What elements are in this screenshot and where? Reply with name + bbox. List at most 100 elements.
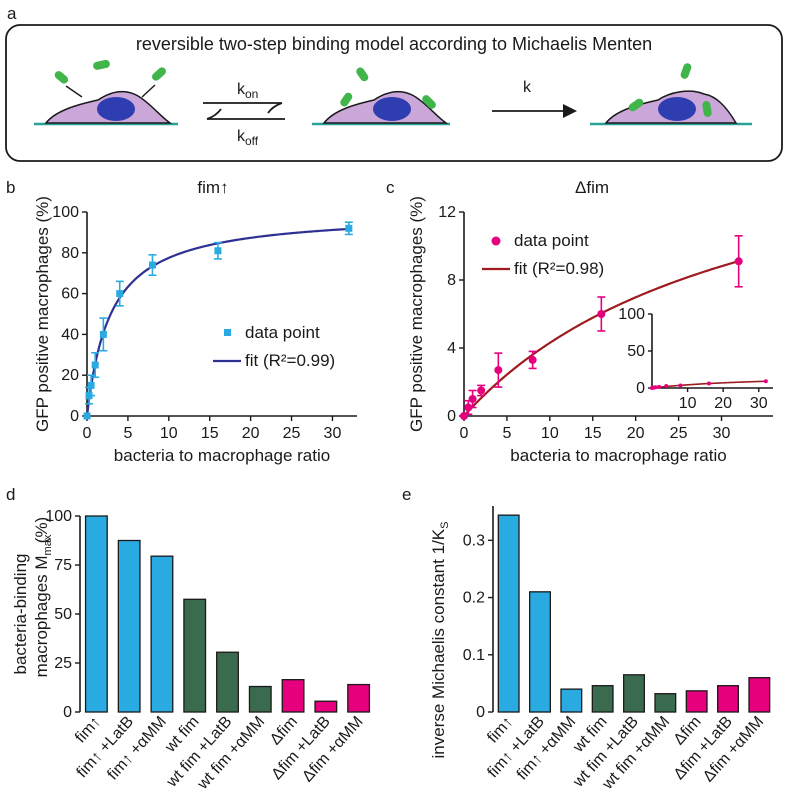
data-point — [148, 261, 156, 269]
y-tick-label: 0.3 — [463, 532, 485, 549]
y-axis-label: inverse Michaelis constant 1/KS — [429, 522, 451, 759]
chart-title: fim↑ — [197, 178, 228, 197]
bacterium — [340, 92, 353, 107]
y-tick-label: 60 — [61, 286, 79, 303]
legend-data-label: data point — [245, 323, 320, 342]
data-point — [477, 386, 486, 395]
bar — [591, 685, 614, 713]
data-point — [116, 290, 124, 298]
data-point — [91, 361, 99, 369]
bar — [216, 651, 239, 713]
macrophage-cell-internalized — [590, 63, 752, 126]
x-tick-label: 5 — [502, 425, 511, 442]
bar — [183, 598, 207, 713]
data-point — [87, 381, 95, 389]
data-point — [494, 366, 503, 375]
bar — [717, 685, 739, 713]
bacterium — [93, 59, 110, 70]
y-axis-label-sub: S — [439, 522, 451, 529]
x-tick-label: 30 — [713, 425, 731, 442]
y-tick-label: 4 — [447, 340, 456, 357]
bar — [248, 685, 272, 713]
inset-x-tick-label: 30 — [750, 395, 768, 412]
y-axis-label: GFP positive macrophages (%) — [407, 196, 426, 432]
y-axis-label-base: macrophages M — [32, 555, 51, 677]
x-axis-label: bacteria to macrophage ratio — [114, 446, 330, 465]
data-point — [214, 247, 222, 255]
chart-fim-up: fim↑ 0 20 40 60 80 100 0 5 10 15 20 25 30 bacteria to … — [33, 178, 357, 465]
chart-delta-fim: Δfim 0 4 8 12 0 5 10 15 20 25 30 bacteria to macroph… — [407, 178, 773, 465]
bacterium — [422, 95, 436, 109]
data-point — [528, 355, 537, 364]
x-axis-label: bacteria to macrophage ratio — [510, 446, 726, 465]
legend-marker — [491, 236, 501, 246]
arrow-line — [141, 84, 156, 98]
reverse-arrow-head — [206, 108, 222, 120]
panel-label-e: e — [402, 485, 411, 504]
x-tick-label: 10 — [541, 425, 559, 442]
forward-arrow-head — [267, 102, 283, 114]
x-tick-label: 10 — [160, 425, 178, 442]
inset-data-point — [763, 379, 768, 384]
schematic-title: reversible two-step binding model accord… — [136, 34, 652, 54]
y-tick-label: 50 — [54, 606, 72, 623]
reversible-arrows: kon koff — [203, 81, 285, 148]
bar — [117, 539, 141, 713]
bar — [497, 514, 520, 713]
bar — [560, 688, 583, 713]
x-tick-label: 5 — [123, 425, 132, 442]
data-point — [468, 395, 477, 403]
panel-label-d: d — [6, 485, 15, 504]
y-axis-label-line2: macrophages Mmax — [32, 534, 54, 677]
x-tick-label: 0 — [460, 425, 469, 442]
data-point — [345, 224, 353, 232]
bacterium — [152, 67, 166, 81]
y-tick-label: 75 — [54, 557, 72, 574]
x-tick-label: 15 — [584, 425, 602, 442]
bacterium — [54, 71, 69, 84]
nucleus — [373, 97, 411, 121]
bar — [623, 674, 645, 713]
y-tick-label: 8 — [447, 272, 456, 289]
x-tick-label: 25 — [670, 425, 688, 442]
x-tick-label: 25 — [283, 425, 301, 442]
bacterium — [356, 67, 369, 82]
y-axis-label-line1: bacteria-binding — [11, 554, 30, 675]
data-point — [597, 310, 606, 318]
y-tick-label: 100 — [45, 508, 72, 525]
inset-x-tick-label: 20 — [714, 395, 732, 412]
y-tick-label: 25 — [54, 655, 72, 672]
bar — [281, 679, 305, 713]
panel-label-a: a — [7, 4, 17, 23]
data-point — [99, 330, 107, 338]
bacterium — [702, 101, 712, 117]
x-tick-label: 0 — [83, 425, 92, 442]
bar — [314, 700, 338, 713]
bacterium — [680, 63, 692, 79]
y-tick-label: 20 — [61, 367, 79, 384]
bar — [748, 677, 771, 713]
k-arrow-head — [563, 104, 577, 118]
y-axis-label-base: inverse Michaelis constant 1/K — [429, 528, 448, 758]
inset-y-tick-label: 50 — [627, 343, 645, 360]
nucleus — [97, 97, 135, 121]
y-tick-label: 0 — [63, 704, 72, 721]
inset-x-tick-label: 10 — [679, 395, 697, 412]
y-axis-label: GFP positive macrophages (%) — [33, 196, 52, 432]
x-tick-label: 20 — [242, 425, 260, 442]
inset-data-point — [678, 383, 683, 388]
macrophage-cell-free — [34, 59, 178, 126]
legend-fit-label: fit (R²=0.99) — [245, 351, 335, 370]
inset-y-tick-label: 0 — [636, 380, 645, 397]
legend-fit-label: fit (R²=0.98) — [514, 259, 604, 278]
data-point — [460, 412, 468, 420]
y-tick-label: 100 — [52, 204, 79, 221]
inset-data-point — [653, 385, 658, 390]
x-tick-label: 15 — [201, 425, 219, 442]
panel-label-b: b — [6, 178, 15, 197]
bar — [84, 515, 108, 713]
y-tick-label: 0.2 — [463, 590, 485, 607]
y-axis-unit: (%) — [32, 517, 51, 543]
y-tick-label: 12 — [438, 204, 456, 221]
